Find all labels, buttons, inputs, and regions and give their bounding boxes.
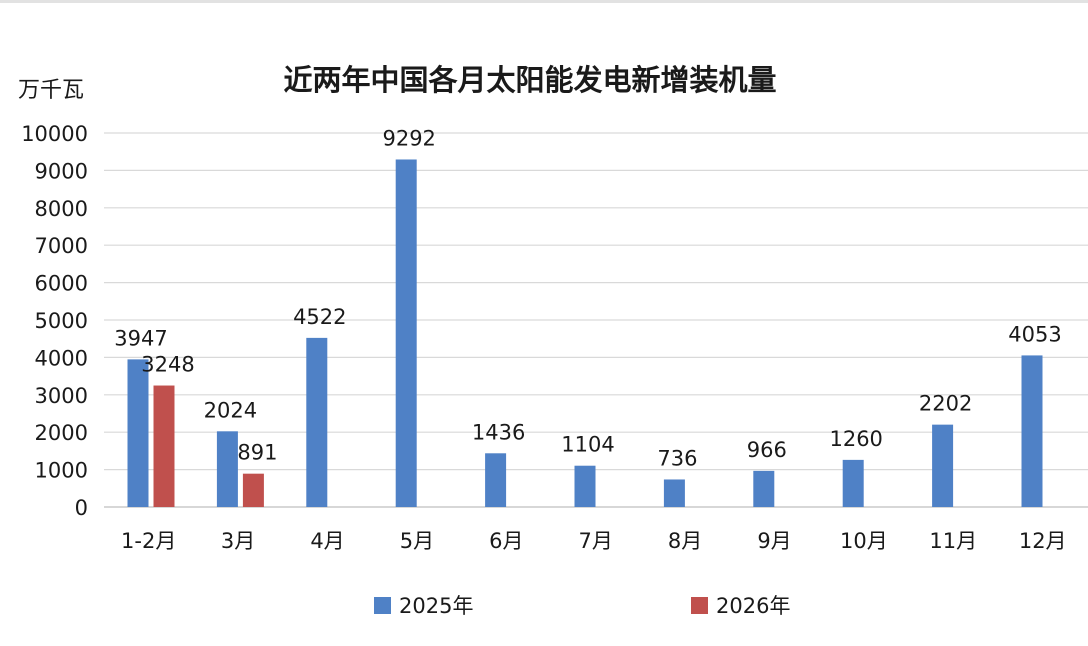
x-tick-label: 4月 <box>310 529 344 553</box>
legend-swatch <box>374 597 391 614</box>
data-label: 2024 <box>204 398 257 422</box>
bars <box>127 159 1043 508</box>
data-label: 1260 <box>829 427 882 451</box>
bar <box>842 459 864 507</box>
bar <box>216 431 238 507</box>
bar <box>574 465 596 507</box>
y-tick-label: 1000 <box>35 459 88 483</box>
bar <box>306 337 328 507</box>
y-tick-label: 8000 <box>35 197 88 221</box>
data-label: 1104 <box>561 433 614 457</box>
x-tick-label: 11月 <box>929 529 977 553</box>
bar <box>127 359 149 507</box>
y-tick-label: 3000 <box>35 384 88 408</box>
bar <box>485 453 507 507</box>
x-tick-label: 8月 <box>668 529 702 553</box>
x-tick-label: 1-2月 <box>121 529 176 553</box>
y-axis-ticks: 0 1000 2000 3000 4000 5000 6000 7000 8000 9000 100… <box>21 122 88 520</box>
x-axis-ticks: 1-2月 3月 4月 5月 6月 7月 8月 9月 10月 11月 12月 <box>121 529 1067 553</box>
data-label: 736 <box>657 446 697 470</box>
bar <box>932 424 954 507</box>
bar <box>153 385 175 507</box>
y-tick-label: 6000 <box>35 272 88 296</box>
x-tick-label: 6月 <box>489 529 523 553</box>
data-label: 3248 <box>141 353 194 377</box>
data-label: 4522 <box>293 305 346 329</box>
data-label: 2202 <box>919 392 972 416</box>
x-tick-label: 10月 <box>840 529 888 553</box>
data-labels: 3947 3248 2024 891 4522 9292 1436 1104 736 966 126… <box>114 126 1061 470</box>
y-tick-label: 9000 <box>35 159 88 183</box>
x-tick-label: 12月 <box>1019 529 1067 553</box>
data-label: 1436 <box>472 420 525 444</box>
bar <box>663 479 685 507</box>
data-label: 891 <box>237 441 277 465</box>
x-tick-label: 7月 <box>579 529 613 553</box>
data-label: 3947 <box>114 326 167 350</box>
x-tick-label: 3月 <box>221 529 255 553</box>
y-tick-label: 5000 <box>35 309 88 333</box>
legend-label: 2025年 <box>399 594 473 618</box>
bar <box>395 159 417 508</box>
legend: 2025年 2026年 <box>374 594 790 618</box>
bar <box>242 473 264 507</box>
data-label: 4053 <box>1008 322 1061 346</box>
legend-label: 2026年 <box>716 594 790 618</box>
x-tick-label: 9月 <box>757 529 791 553</box>
data-label: 9292 <box>382 126 435 150</box>
x-tick-label: 5月 <box>400 529 434 553</box>
chart-title: 近两年中国各月太阳能发电新增装机量 <box>283 63 776 97</box>
y-tick-label: 7000 <box>35 234 88 258</box>
legend-swatch <box>691 597 708 614</box>
y-tick-label: 0 <box>75 496 88 520</box>
top-border <box>0 0 1088 3</box>
bar <box>1021 355 1043 507</box>
data-label: 966 <box>747 438 787 462</box>
y-tick-label: 10000 <box>21 122 88 146</box>
y-axis-label: 万千瓦 <box>18 78 84 103</box>
y-tick-label: 4000 <box>35 346 88 370</box>
gridlines <box>104 132 1088 508</box>
bar <box>753 470 775 507</box>
y-tick-label: 2000 <box>35 421 88 445</box>
